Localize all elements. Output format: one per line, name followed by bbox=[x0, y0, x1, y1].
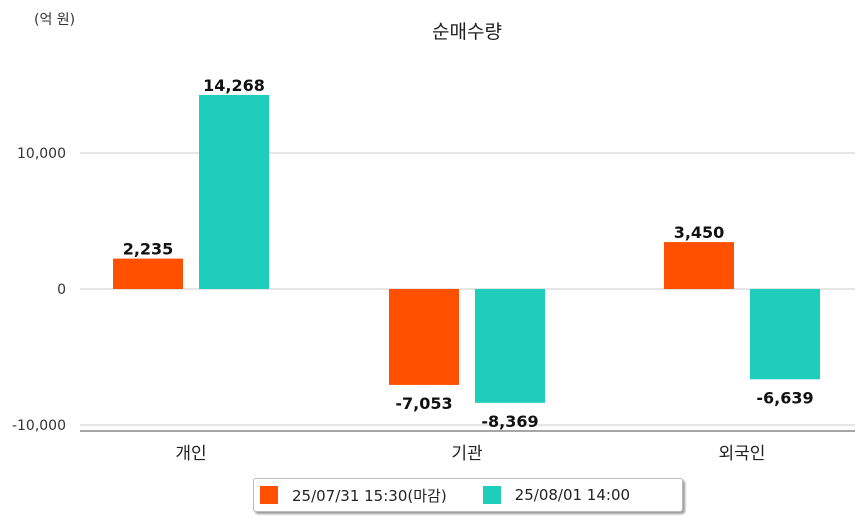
bar-0-0 bbox=[113, 258, 183, 289]
legend-swatch bbox=[260, 486, 278, 504]
bar-1-1 bbox=[475, 289, 545, 403]
x-category-label: 기관 bbox=[451, 444, 482, 464]
data-label: -7,053 bbox=[395, 394, 452, 413]
unit-label: (억 원) bbox=[34, 12, 75, 28]
data-label: 2,235 bbox=[123, 240, 174, 259]
bar-0-1 bbox=[389, 289, 459, 385]
legend: 25/07/31 15:30(마감) 25/08/01 14:00 bbox=[253, 478, 683, 512]
bar-1-0 bbox=[199, 94, 269, 289]
legend-item-0[interactable]: 25/07/31 15:30(마감) bbox=[260, 485, 447, 506]
y-tick-label: 10,000 bbox=[17, 146, 66, 162]
bar-0-2 bbox=[664, 242, 734, 289]
x-category-label: 개인 bbox=[175, 444, 206, 464]
y-tick-label: -10,000 bbox=[12, 418, 66, 434]
data-label: -8,369 bbox=[481, 412, 538, 431]
legend-label: 25/08/01 14:00 bbox=[514, 486, 631, 504]
legend-label: 25/07/31 15:30(마감) bbox=[292, 486, 447, 505]
y-tick-label: 0 bbox=[57, 282, 66, 298]
x-category-label: 외국인 bbox=[719, 444, 766, 464]
data-label: 3,450 bbox=[674, 223, 725, 242]
data-label: 14,268 bbox=[203, 76, 265, 95]
bar-1-2 bbox=[750, 289, 820, 380]
legend-item-1[interactable]: 25/08/01 14:00 bbox=[482, 486, 631, 504]
data-label: -6,639 bbox=[756, 388, 813, 407]
chart-title: 순매수량 bbox=[432, 21, 502, 43]
legend-swatch bbox=[482, 486, 501, 504]
